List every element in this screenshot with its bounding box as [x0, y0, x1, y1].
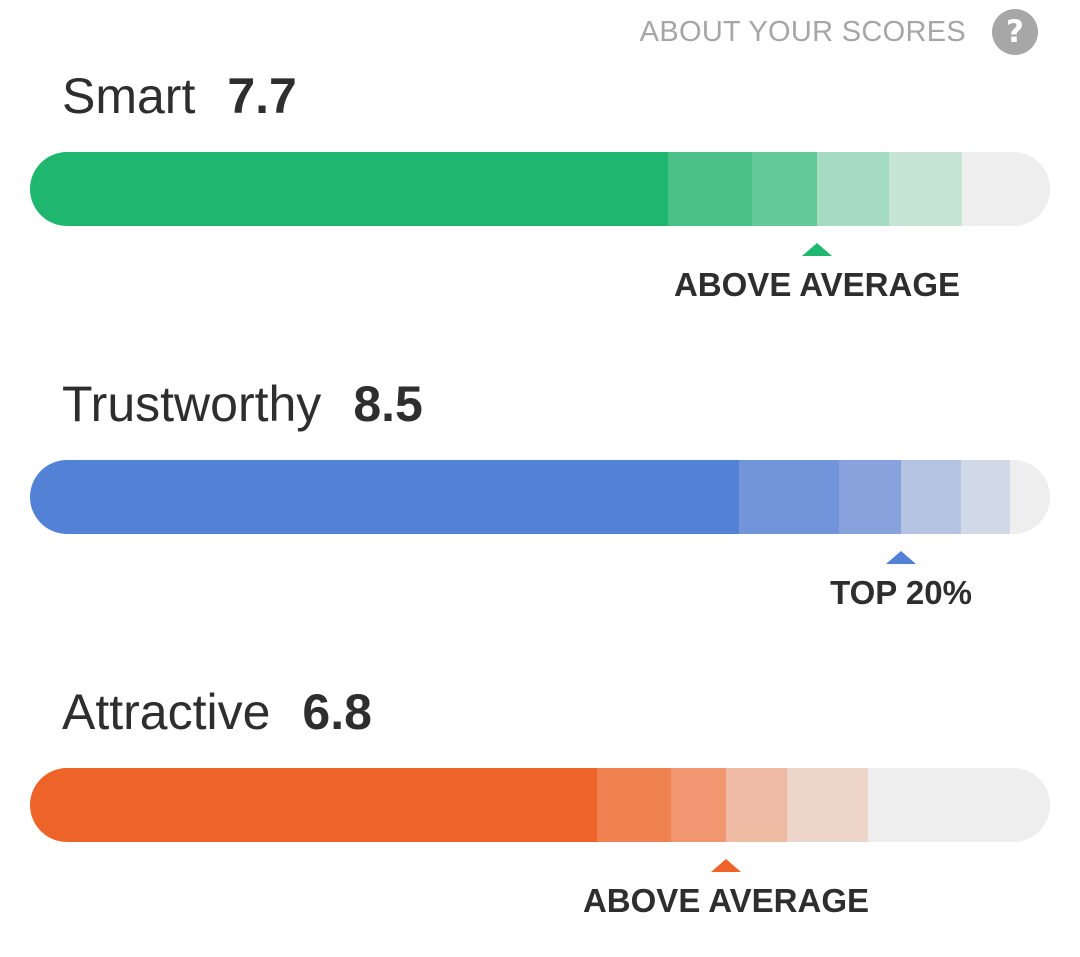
score-label: Smart [62, 68, 196, 124]
bar-segment-empty [868, 768, 1050, 842]
rank-label: TOP 20% [830, 574, 972, 611]
rank-marker-icon [711, 859, 741, 872]
bar-segment [671, 768, 726, 842]
bar-segment [889, 152, 962, 226]
bar-segment [901, 460, 961, 534]
score-title: Smart 7.7 [62, 61, 297, 131]
bar-segment [739, 460, 839, 534]
bar-segment-filled [30, 460, 739, 534]
bar-segment [668, 152, 752, 226]
rank-label: ABOVE AVERAGE [673, 266, 961, 303]
rank-marker-icon [802, 243, 832, 256]
bar-segment [787, 768, 868, 842]
rank-marker-icon [886, 551, 916, 564]
bar-segment-filled [30, 768, 597, 842]
about-your-scores-label: ABOUT YOUR SCORES [639, 15, 966, 48]
score-label: Trustworthy [62, 376, 322, 432]
score-bar [30, 768, 1050, 842]
score-title: Trustworthy 8.5 [62, 369, 423, 439]
bar-segment [726, 768, 787, 842]
rank-label: ABOVE AVERAGE [582, 882, 870, 919]
bar-segment [817, 152, 889, 226]
score-label: Attractive [62, 684, 271, 740]
bar-segment-empty [1010, 460, 1050, 534]
bar-segment [597, 768, 671, 842]
score-bar [30, 460, 1050, 534]
question-circle-icon[interactable]: ? [992, 9, 1038, 55]
about-your-scores-link[interactable]: ABOUT YOUR SCORES ? [640, 8, 1038, 56]
score-trustworthy: Trustworthy 8.5 TOP 20% [0, 369, 1080, 649]
bar-segment-filled [30, 152, 668, 226]
score-value: 6.8 [302, 684, 372, 740]
bar-segment [839, 460, 901, 534]
score-title: Attractive 6.8 [62, 677, 372, 747]
score-smart: Smart 7.7 ABOVE AVERAGE [0, 61, 1080, 341]
score-attractive: Attractive 6.8 ABOVE AVERAGE [0, 677, 1080, 957]
bar-segment [752, 152, 817, 226]
bar-segment-empty [962, 152, 1050, 226]
bar-segment [961, 460, 1010, 534]
score-value: 7.7 [227, 68, 297, 124]
score-bar [30, 152, 1050, 226]
score-value: 8.5 [353, 376, 423, 432]
